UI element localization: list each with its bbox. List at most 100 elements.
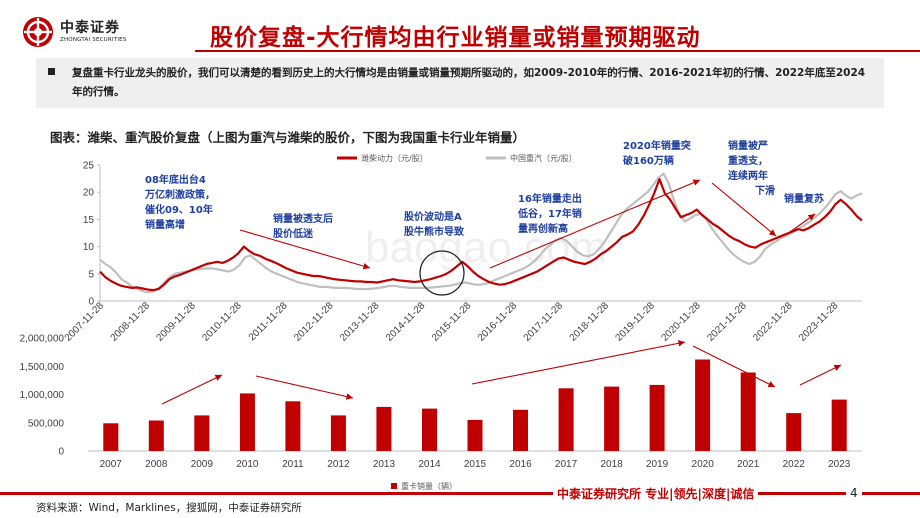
bar-x-tick-label: 2021 <box>737 459 760 470</box>
arrow-bottom-3 <box>471 340 686 385</box>
annotation-text: 2020年销量突 <box>623 139 691 152</box>
y-tick-label: 10 <box>83 242 95 253</box>
arrow-top-1 <box>239 229 371 270</box>
bar-x-tick-label: 2022 <box>783 459 806 470</box>
sales-bar-2018 <box>604 386 620 451</box>
legend-weichai: 潍柴动力（元/股） <box>361 153 428 163</box>
x-tick-label: 2022-11-28 <box>751 300 795 344</box>
title-divider <box>195 50 920 52</box>
x-tick-label: 2016-11-28 <box>476 300 520 344</box>
annotation-text: 重透支， <box>728 154 768 167</box>
x-tick-label: 2010-11-28 <box>200 300 244 344</box>
annotation-text: 08年底出台4 <box>145 173 206 186</box>
x-tick-label: 2021-11-28 <box>705 300 749 344</box>
annotation-text: 破160万辆 <box>623 154 674 167</box>
y-tick-label: 5 <box>88 269 94 280</box>
summary-box: 复盘重卡行业龙头的股价，我们可以清楚的看到历史上的大行情均是由销量或销量预期所驱… <box>36 58 884 108</box>
annotation-group-1: 08年底出台4 万亿刺激政策， 催化09、10年 销量高增 <box>144 173 215 231</box>
bar-x-tick-label: 2010 <box>236 459 259 470</box>
sales-bar-2021 <box>740 372 756 451</box>
bar-x-tick-label: 2018 <box>600 459 623 470</box>
arrow-top-3 <box>711 182 777 237</box>
x-tick-label: 2019-11-28 <box>614 300 658 344</box>
annotation-text: 销量复苏 <box>784 192 824 205</box>
bar-x-tick-label: 2009 <box>191 459 214 470</box>
annotation-text: 催化09、10年 <box>145 203 213 216</box>
legend-sinotruk: 中国重汽（元/股） <box>510 153 577 163</box>
x-tick-label: 2011-11-28 <box>247 300 290 343</box>
bar-x-tick-label: 2017 <box>555 459 578 470</box>
bar-x-tick-label: 2008 <box>145 459 168 470</box>
footer-source: 资料来源：Wind，Marklines，搜狐网，中泰证券研究所 <box>36 502 302 514</box>
sales-bar-2014 <box>422 408 437 451</box>
brand-name-en: ZHONGTAI SECURITIES <box>60 36 127 43</box>
bar-y-tick-label: 500,000 <box>28 418 65 429</box>
sales-bar-2008 <box>148 420 164 451</box>
bar-y-tick-label: 2,000,000 <box>20 334 65 345</box>
arrow-bottom-2 <box>255 375 354 400</box>
annotation-group-3: 股价波动是A 股牛熊市导致 <box>404 210 465 238</box>
bar-y-tick-label: 0 <box>58 447 64 458</box>
bar-x-tick-label: 2023 <box>828 459 851 470</box>
annotation-text: 下滑 <box>755 184 775 197</box>
sales-bar-2020 <box>695 359 711 451</box>
arrow-top-4 <box>789 213 816 233</box>
brand-logo: 中泰证券 ZHONGTAI SECURITIES <box>22 12 182 52</box>
x-tick-label: 2015-11-28 <box>430 300 474 344</box>
bar-x-tick-label: 2011 <box>282 459 304 470</box>
sales-bar-2007 <box>103 423 119 451</box>
sales-bar-2013 <box>376 406 392 451</box>
sales-bar-2015 <box>467 419 483 451</box>
sales-bar-2009 <box>194 415 210 451</box>
x-tick-label: 2018-11-28 <box>568 300 612 344</box>
series-line-weichai <box>99 178 863 292</box>
x-tick-label: 2017-11-28 <box>522 300 566 344</box>
annotation-group-6: 销量被严 重透支， 连续两年 下滑 <box>728 139 775 197</box>
footer-brand: 中泰证券研究所 专业|领先|深度|诚信 <box>553 485 759 502</box>
sales-bar-2010 <box>239 393 255 451</box>
annotation-group-2: 销量被透支后 股价低迷 <box>273 212 333 240</box>
x-tick-label: 2007-11-28 <box>63 300 107 344</box>
bar-x-tick-label: 2012 <box>327 459 350 470</box>
bullet-square-icon <box>48 68 55 75</box>
legend-sales: 重卡销量（辆） <box>401 481 457 491</box>
brand-logo-icon <box>23 17 53 47</box>
bar-x-tick-label: 2013 <box>373 459 396 470</box>
x-tick-label: 2009-11-28 <box>154 300 198 344</box>
series-line-sinotruk <box>99 172 863 294</box>
sales-bar-2019 <box>649 384 665 451</box>
annotation-text: 连续两年 <box>728 169 768 182</box>
y-tick-label: 0 <box>88 297 94 308</box>
annotation-text: 股价低迷 <box>273 227 314 240</box>
summary-text: 复盘重卡行业龙头的股价，我们可以清楚的看到历史上的大行情均是由销量或销量预期所驱… <box>72 67 866 98</box>
slide-title: 股价复盘-大行情均由行业销量或销量预期驱动 <box>210 25 701 51</box>
annotation-text: 股价波动是A <box>404 210 462 223</box>
sales-bar-2011 <box>285 401 301 451</box>
annotation-text: 销量被透支后 <box>273 212 333 225</box>
annotation-text: 销量被严 <box>728 139 768 152</box>
sales-bar-2012 <box>330 415 346 451</box>
sales-bar-2016 <box>513 409 528 451</box>
y-tick-label: 20 <box>83 188 95 199</box>
arrow-bottom-4 <box>692 345 776 388</box>
y-tick-label: 25 <box>83 161 95 172</box>
x-tick-label: 2023-11-28 <box>797 300 841 344</box>
sales-bar-2022 <box>786 413 802 451</box>
page-number: 4 <box>846 486 862 500</box>
annotation-group-5: 2020年销量突 破160万辆 <box>623 139 691 167</box>
bar-y-tick-label: 1,000,000 <box>20 390 65 401</box>
brand-name: 中泰证券 <box>60 19 120 36</box>
bar-x-tick-label: 2014 <box>418 459 441 470</box>
annotation-text: 销量高增 <box>145 218 185 231</box>
bar-y-tick-label: 1,500,000 <box>20 362 65 373</box>
annotation-text: 量再创新高 <box>518 222 568 235</box>
y-tick-label: 15 <box>83 215 95 226</box>
annotation-text: 16年销量走出 <box>518 192 582 205</box>
sales-bar-2017 <box>558 388 574 451</box>
x-tick-label: 2014-11-28 <box>384 300 428 344</box>
bar-x-tick-label: 2007 <box>100 459 123 470</box>
annotation-text: 股牛熊市导致 <box>404 225 465 238</box>
x-tick-label: 2012-11-28 <box>292 300 336 344</box>
annotation-text: 万亿刺激政策， <box>144 188 215 201</box>
